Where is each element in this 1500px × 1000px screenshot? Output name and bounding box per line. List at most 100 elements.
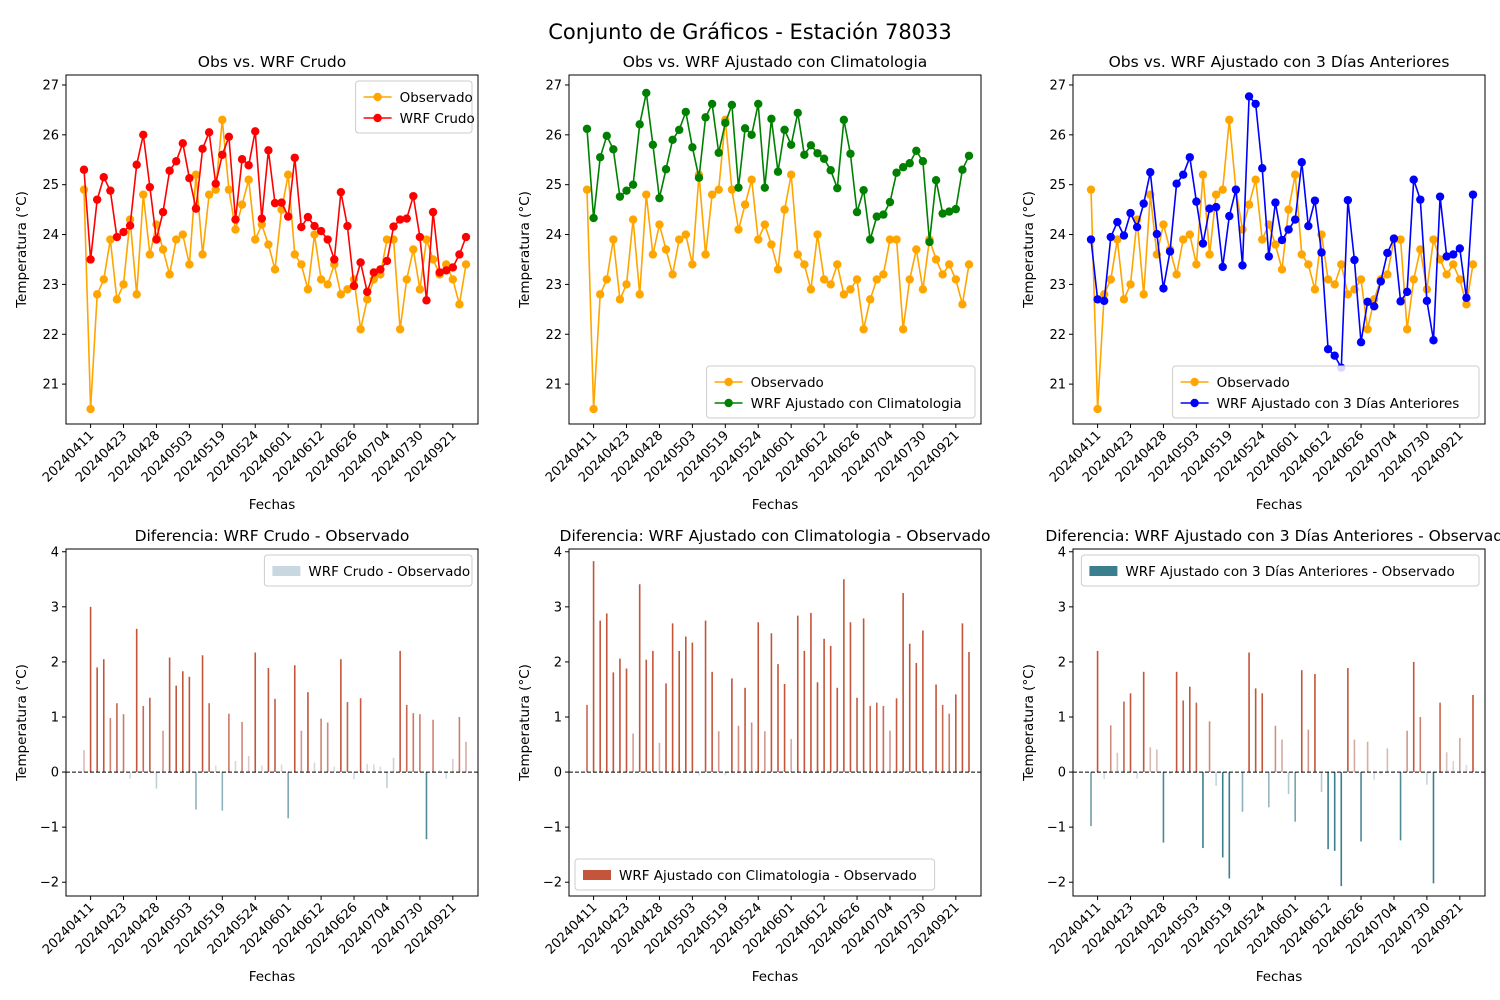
data-point (1449, 260, 1458, 269)
bar (862, 618, 865, 773)
data-point (964, 151, 974, 160)
bar (895, 698, 898, 773)
y-tick-label: 22 (42, 328, 59, 343)
bar (961, 623, 964, 773)
data-point (1225, 115, 1234, 125)
data-point (655, 220, 664, 229)
data-point (918, 157, 928, 166)
bar (803, 650, 806, 773)
data-point (435, 268, 444, 277)
bar (1287, 772, 1290, 795)
bar (1399, 772, 1402, 841)
data-point (872, 275, 881, 284)
bar (684, 636, 687, 773)
bar (366, 763, 369, 773)
bar (658, 742, 661, 773)
data-point (99, 275, 108, 284)
y-tick-label: −1 (543, 821, 562, 836)
data-point (1389, 234, 1399, 243)
legend-patch (583, 870, 611, 880)
data-point (892, 235, 901, 244)
data-point (283, 212, 293, 221)
bar (1426, 772, 1428, 785)
bar (241, 721, 243, 773)
data-point (852, 207, 862, 217)
series-1 (582, 115, 974, 414)
data-point (945, 207, 954, 216)
data-point (402, 275, 411, 284)
y-tick-label: 25 (545, 178, 562, 193)
bar (1116, 752, 1119, 773)
data-point (595, 290, 605, 299)
bar (234, 761, 237, 773)
y-tick-label: 21 (42, 378, 59, 393)
data-point (1258, 164, 1267, 173)
data-point (1126, 208, 1135, 218)
bar (300, 730, 303, 773)
data-point (1106, 275, 1115, 284)
bar (326, 722, 329, 773)
data-point (773, 167, 783, 176)
bar (915, 663, 918, 773)
data-point (1396, 297, 1405, 306)
bar (1215, 772, 1217, 786)
data-point (363, 287, 372, 297)
data-point (905, 275, 914, 284)
data-point (178, 139, 187, 148)
bar (810, 612, 812, 773)
data-point (701, 113, 710, 122)
data-point (428, 207, 438, 217)
data-point (461, 232, 471, 242)
data-point (442, 260, 451, 269)
bar (1300, 670, 1303, 773)
data-point (139, 130, 148, 140)
data-point (589, 213, 598, 223)
data-point (356, 258, 365, 267)
data-point (1449, 250, 1458, 259)
y-axis-label: Temperatura (°C) (14, 664, 30, 782)
data-point (1297, 250, 1306, 259)
y-tick-label: 27 (545, 78, 562, 93)
data-point (409, 191, 418, 201)
legend-label: WRF Ajustado con Climatologia - Observad… (619, 868, 917, 884)
data-point (204, 190, 214, 199)
y-tick-label: −2 (543, 876, 562, 891)
series-2 (79, 127, 471, 305)
legend-marker (1190, 398, 1199, 408)
subplot-title: Diferencia: WRF Crudo - Observado (135, 527, 410, 545)
data-point (1343, 290, 1353, 299)
data-point (178, 230, 187, 239)
bar (458, 716, 461, 773)
bar (1439, 702, 1441, 773)
data-point (806, 285, 816, 294)
bar (392, 757, 395, 773)
data-point (707, 190, 717, 199)
data-point (191, 204, 201, 213)
bar (221, 772, 224, 811)
data-point (931, 175, 941, 185)
bar (214, 765, 217, 773)
data-point (1429, 336, 1438, 345)
data-point (283, 170, 293, 179)
data-point (198, 250, 207, 259)
bar (1156, 749, 1158, 773)
data-point (964, 260, 974, 269)
subplot-title: Diferencia: WRF Ajustado con 3 Días Ante… (1045, 527, 1500, 545)
data-point (415, 232, 425, 242)
y-tick-label: 26 (1049, 128, 1066, 143)
bar (1412, 661, 1415, 773)
data-point (218, 150, 227, 159)
x-axis-label: Fechas (1256, 969, 1303, 985)
data-point (1383, 270, 1392, 279)
data-point (747, 175, 756, 184)
subplot-title: Obs vs. WRF Ajustado con Climatologia (623, 53, 928, 71)
bar (1445, 752, 1448, 773)
subplot-title: Obs vs. WRF Crudo (198, 53, 346, 71)
data-point (1442, 270, 1451, 279)
data-point (1086, 235, 1096, 244)
subplot-6: Diferencia: WRF Ajustado con 3 Días Ante… (1021, 527, 1500, 985)
y-tick-label: 24 (42, 228, 59, 243)
data-point (422, 235, 431, 244)
y-tick-label: 4 (1058, 545, 1066, 560)
data-point (1317, 248, 1326, 257)
